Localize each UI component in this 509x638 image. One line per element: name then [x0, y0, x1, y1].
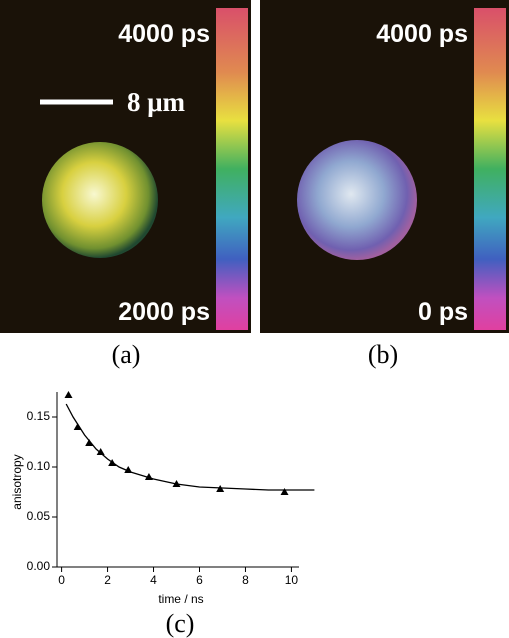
caption: (b) [368, 340, 398, 369]
y-tick-label: 0.00 [27, 559, 51, 573]
chart: time / ns anisotropy (c) 0.00 0.05 0.10 0.1… [10, 391, 315, 638]
caption: (a) [112, 340, 141, 369]
x-tick-label: 4 [150, 573, 157, 587]
data-point [280, 488, 289, 495]
x-tick-label: 0 [58, 573, 65, 587]
x-tick-label: 8 [242, 573, 249, 587]
caption: (c) [166, 609, 195, 638]
panel-a: 4000 ps 2000 ps 8 μm (a) [0, 0, 251, 369]
y-tick-label: 0.15 [27, 409, 51, 423]
scale-label: 8 μm [127, 87, 186, 117]
y-tick-label: 0.10 [27, 459, 51, 473]
data-point [64, 391, 73, 398]
top-label: 4000 ps [118, 20, 210, 48]
fit-line [65, 403, 315, 491]
data-point [96, 448, 105, 455]
top-label: 4000 ps [376, 20, 468, 48]
y-tick-label: 0.05 [27, 509, 51, 523]
panel-b: 4000 ps 0 ps (b) [260, 0, 509, 369]
bottom-label: 0 ps [418, 298, 468, 326]
bottom-label: 2000 ps [118, 298, 210, 326]
x-tick-label: 10 [285, 573, 299, 587]
data-point [85, 439, 94, 446]
y-axis-label: anisotropy [10, 454, 24, 509]
x-tick-label: 6 [196, 573, 203, 587]
x-tick-label: 2 [104, 573, 111, 587]
x-axis-label: time / ns [158, 592, 203, 606]
